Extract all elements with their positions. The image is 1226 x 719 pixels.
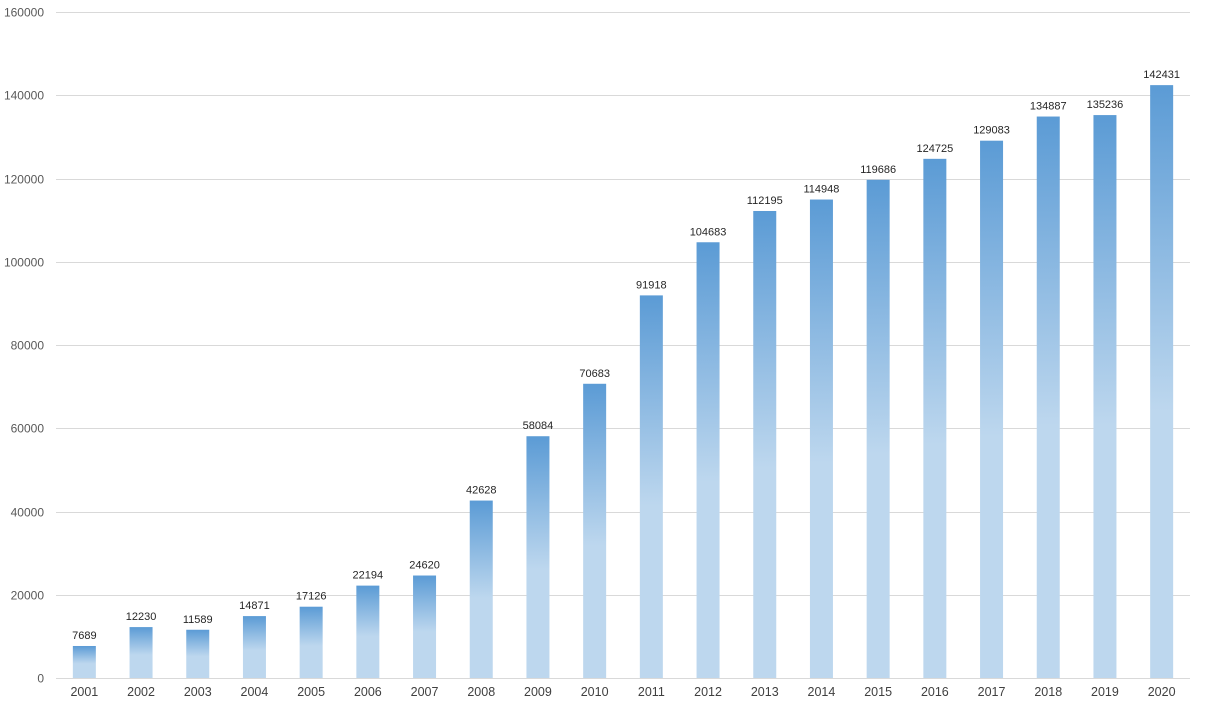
y-tick-label: 120000	[4, 173, 44, 187]
x-tick-label-2006: 2006	[354, 685, 382, 699]
data-label-2003: 11589	[183, 614, 213, 626]
x-tick-label-2004: 2004	[241, 685, 269, 699]
bar-2018	[1036, 116, 1060, 678]
x-tick-label-2016: 2016	[921, 685, 949, 699]
y-axis-ticks: 0 20000 40000 60000 80000 100000 120000 140000 1…	[4, 6, 44, 686]
bar-2010	[583, 383, 607, 678]
data-label-2006: 22194	[353, 570, 384, 582]
x-tick-label-2013: 2013	[751, 685, 779, 699]
bar-2006	[356, 585, 380, 678]
x-tick-label-2010: 2010	[581, 685, 609, 699]
bar-2016	[923, 158, 947, 678]
x-tick-label-2020: 2020	[1148, 685, 1176, 699]
x-tick-label-2012: 2012	[694, 685, 722, 699]
bar-2008	[469, 500, 493, 678]
data-label-2010: 70683	[579, 368, 610, 380]
x-axis-ticks: 2001 2002 2003 2004 2005 2006 2007 2008 2009 2010…	[70, 685, 1175, 699]
data-label-2004: 14871	[239, 600, 270, 612]
x-tick-label-2005: 2005	[297, 685, 325, 699]
bars	[72, 85, 1174, 679]
data-label-2014: 114948	[804, 184, 840, 196]
data-label-2018: 134887	[1030, 101, 1067, 113]
y-tick-label: 60000	[11, 422, 45, 436]
data-label-2015: 119686	[860, 164, 896, 176]
bar-2017	[980, 140, 1004, 678]
bar-2014	[809, 199, 833, 678]
data-label-2017: 129083	[973, 125, 1010, 137]
bar-2002	[129, 627, 153, 678]
data-label-2013: 112195	[747, 195, 783, 207]
data-label-2005: 17126	[296, 591, 327, 603]
y-tick-label: 140000	[4, 89, 44, 103]
data-label-2011: 91918	[636, 279, 667, 291]
data-label-2007: 24620	[409, 560, 440, 572]
data-label-2020: 142431	[1143, 69, 1180, 81]
x-tick-label-2008: 2008	[467, 685, 495, 699]
bar-2007	[413, 575, 437, 678]
x-tick-label-2009: 2009	[524, 685, 552, 699]
y-tick-label: 80000	[11, 339, 45, 353]
y-tick-label: 160000	[4, 6, 44, 20]
bar-2013	[753, 210, 777, 679]
bar-2012	[696, 242, 720, 678]
bar-2015	[866, 179, 890, 678]
bar-2005	[299, 606, 323, 678]
x-tick-label-2017: 2017	[978, 685, 1006, 699]
x-tick-label-2019: 2019	[1091, 685, 1119, 699]
y-tick-label: 0	[37, 672, 44, 686]
bar-2009	[526, 436, 550, 678]
data-label-2012: 104683	[690, 226, 727, 238]
y-tick-label: 40000	[11, 506, 45, 520]
x-tick-label-2003: 2003	[184, 685, 212, 699]
data-label-2002: 12230	[126, 611, 157, 623]
data-label-2009: 58084	[523, 420, 554, 432]
x-tick-label-2002: 2002	[127, 685, 155, 699]
y-tick-label: 100000	[4, 256, 44, 270]
bar-2020	[1150, 85, 1174, 678]
x-tick-label-2001: 2001	[70, 685, 98, 699]
bar-2004	[242, 616, 266, 678]
x-tick-label-2011: 2011	[638, 685, 665, 699]
bar-2001	[72, 645, 96, 678]
bar-2019	[1093, 115, 1117, 678]
y-tick-label: 20000	[11, 589, 45, 603]
x-tick-label-2014: 2014	[808, 685, 836, 699]
bar-2011	[639, 295, 663, 678]
data-label-2019: 135236	[1087, 99, 1124, 111]
bar-2003	[186, 629, 210, 678]
gridlines	[56, 12, 1190, 679]
x-tick-label-2015: 2015	[864, 685, 892, 699]
x-tick-label-2018: 2018	[1034, 685, 1062, 699]
data-label-2008: 42628	[466, 485, 497, 497]
data-label-2016: 124725	[916, 143, 953, 155]
x-tick-label-2007: 2007	[411, 685, 439, 699]
data-labels: 7689 12230 11589 14871 17126 22194 24620 42628 5…	[72, 69, 1180, 642]
data-label-2001: 7689	[72, 630, 96, 642]
